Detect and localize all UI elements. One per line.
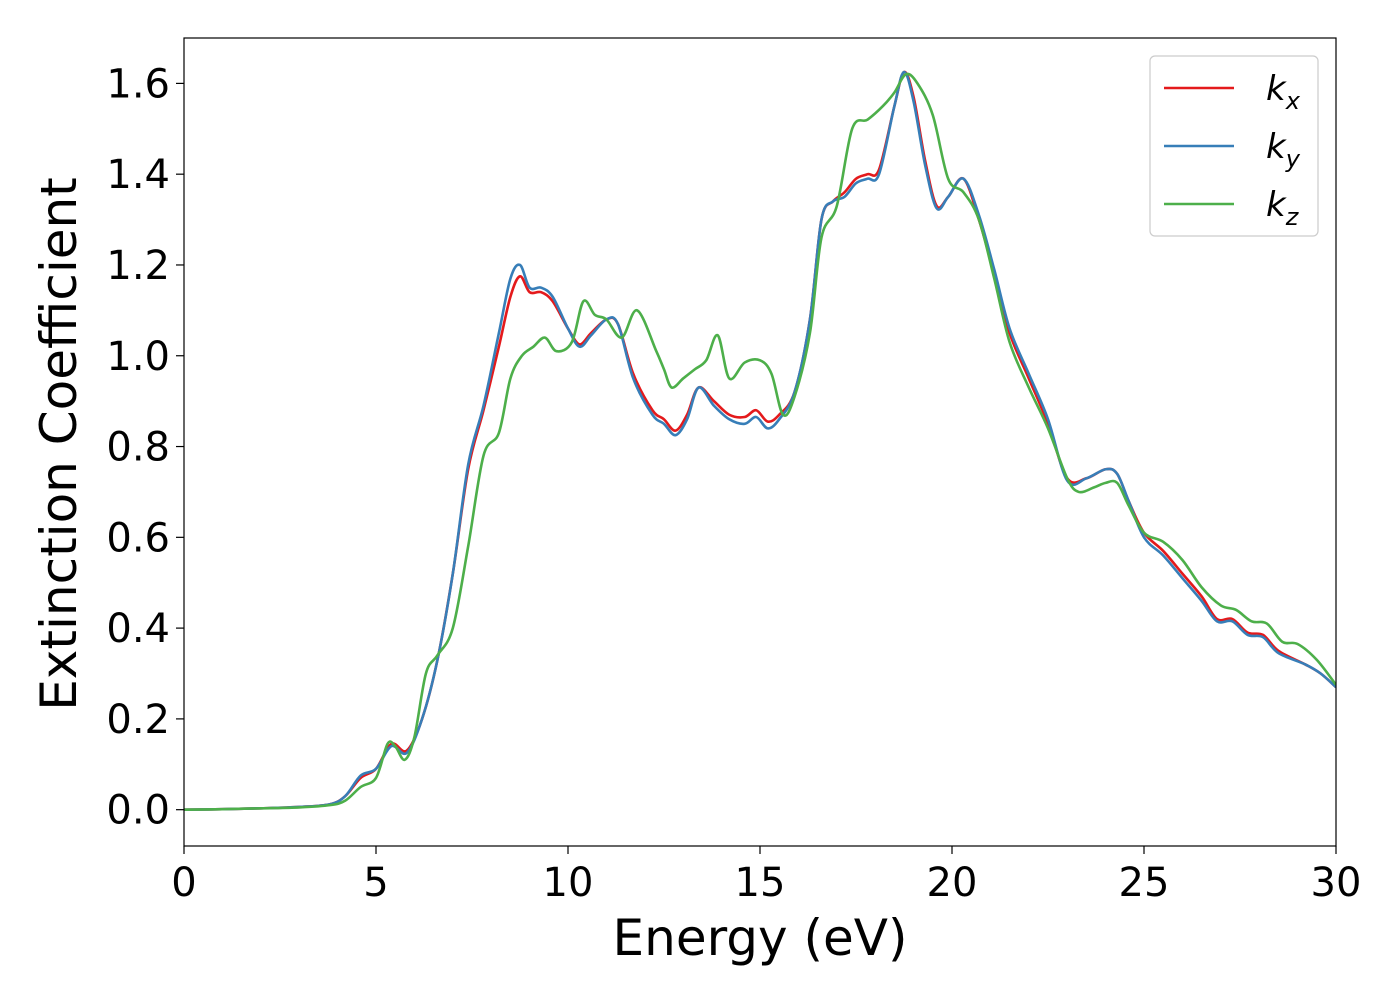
x-tick-label: 30 bbox=[1311, 860, 1362, 906]
y-tick-label: 1.6 bbox=[106, 61, 170, 107]
y-tick-label: 0.2 bbox=[106, 697, 170, 743]
legend-label-subscript: x bbox=[1285, 87, 1301, 115]
y-axis-label: Extinction Coefficient bbox=[30, 177, 88, 711]
legend-label-z: kz bbox=[1266, 185, 1300, 231]
legend-label-base: k bbox=[1266, 185, 1287, 225]
series-layer bbox=[184, 70, 1336, 811]
y-axis: 0.0 0.2 0.4 0.6 0.8 1.0 1.2 1.4 1.6 bbox=[106, 61, 184, 834]
legend-label-subscript: z bbox=[1285, 203, 1300, 231]
y-tick-label: 1.4 bbox=[106, 152, 170, 198]
y-tick-label: 0.4 bbox=[106, 606, 170, 652]
legend-label-y: ky bbox=[1266, 127, 1301, 173]
x-axis: 0 5 10 15 20 25 30 bbox=[171, 846, 1361, 906]
y-tick-label: 0.6 bbox=[106, 515, 170, 561]
legend-label-subscript: y bbox=[1285, 145, 1301, 173]
y-tick-label: 1.2 bbox=[106, 243, 170, 289]
x-tick-label: 10 bbox=[543, 860, 594, 906]
x-tick-label: 25 bbox=[1119, 860, 1170, 906]
legend-label-x: kx bbox=[1266, 69, 1301, 115]
x-tick-label: 15 bbox=[735, 860, 786, 906]
y-tick-label: 1.0 bbox=[106, 334, 170, 380]
series-line-y bbox=[184, 70, 1336, 811]
y-tick-label: 0.0 bbox=[106, 788, 170, 834]
x-tick-label: 0 bbox=[171, 860, 196, 906]
legend-label-base: k bbox=[1266, 69, 1287, 109]
x-axis-label: Energy (eV) bbox=[613, 909, 908, 967]
series-line-z bbox=[184, 72, 1336, 811]
legend-label-base: k bbox=[1266, 127, 1287, 167]
x-tick-label: 20 bbox=[927, 860, 978, 906]
x-tick-label: 5 bbox=[363, 860, 388, 906]
y-tick-label: 0.8 bbox=[106, 425, 170, 471]
